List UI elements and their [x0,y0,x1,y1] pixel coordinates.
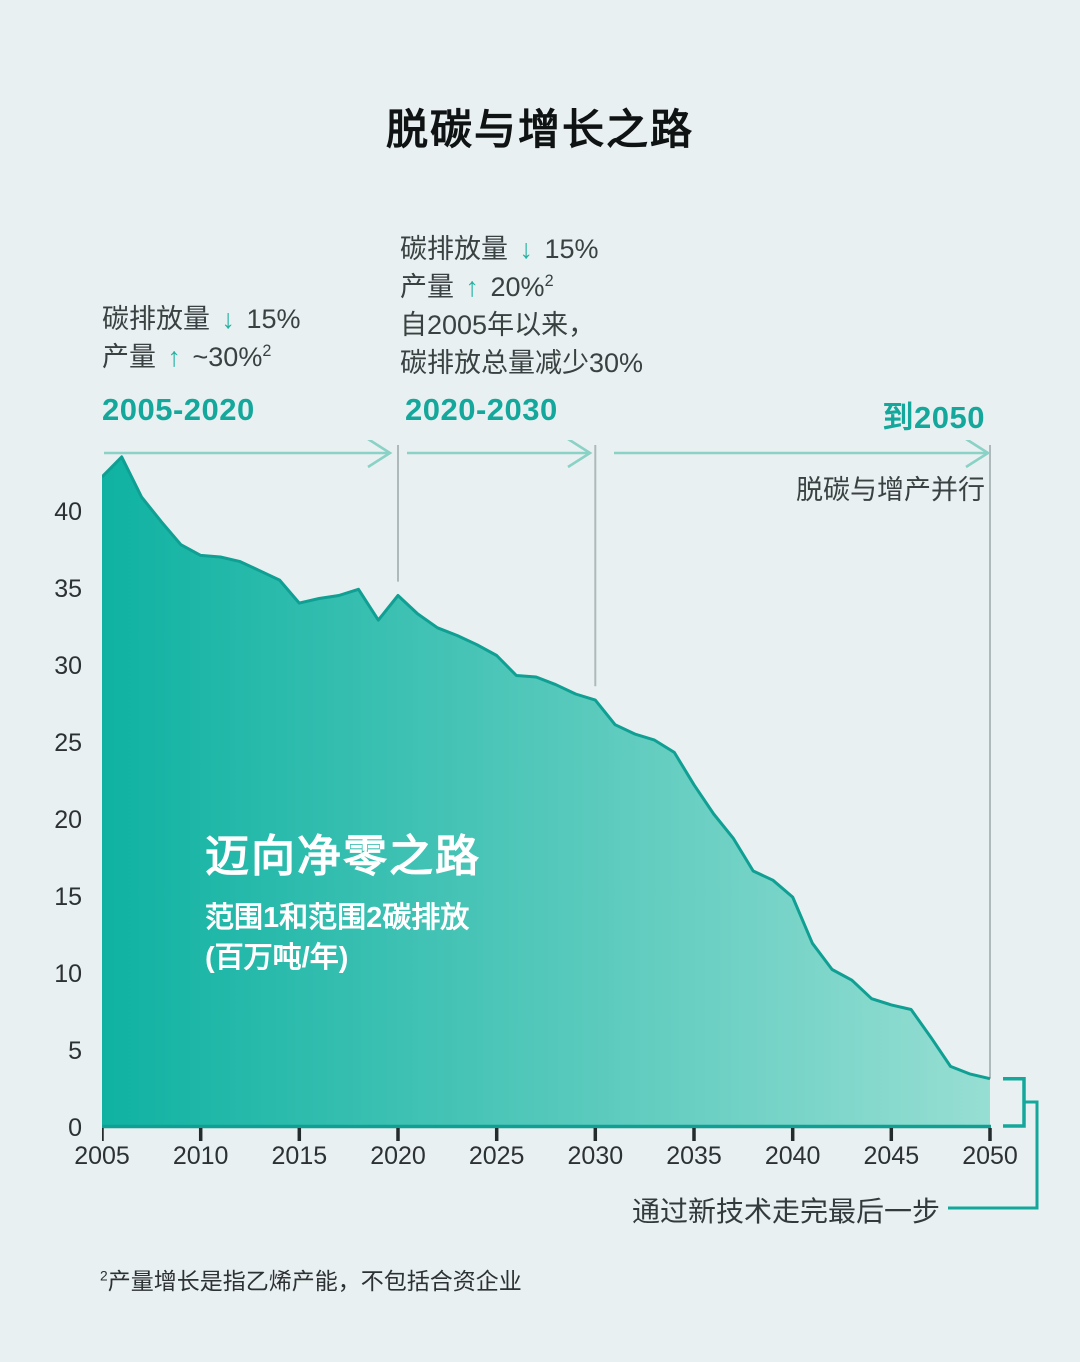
timeline-arrowhead-icon [567,437,593,469]
annotation-text: 碳排放总量减少30% [400,348,644,378]
annotation-text: 自2005年以来， [400,310,596,340]
annotation-line: 碳排放量 ↓ 15% [102,300,301,338]
y-tick-label: 30 [54,652,82,681]
decrease-arrow-icon: ↓ [221,304,236,334]
y-tick-label: 15 [54,883,82,912]
callout-connector-line [948,1100,1039,1210]
callout-label: 通过新技术走完最后一步 [631,1196,940,1227]
timeline-arrowhead-icon [367,437,393,469]
annotation-line: 自2005年以来， [400,306,643,344]
decrease-arrow-icon: ↓ [519,234,534,264]
x-tick-label: 2045 [863,1142,920,1170]
period3-label: 到2050 [882,400,985,435]
annotation-text: 碳排放量 [102,304,218,334]
chart-overlay: 迈向净零之路 范围1和范围2碳排放 (百万吨/年) [205,820,481,978]
y-tick-label: 35 [54,575,82,604]
timeline-arrowhead-icon [965,437,991,469]
x-tick-label: 2015 [271,1142,328,1170]
annotation-line: 碳排放量 ↓ 15% [400,230,643,268]
y-tick-label: 5 [68,1037,82,1066]
x-tick-label: 2005 [74,1142,130,1170]
x-tick-label: 2025 [468,1142,525,1170]
annotation-value: 15% [537,234,599,264]
overlay-unit-label: (百万吨/年) [205,942,349,974]
annotation-value: 20% [483,272,545,302]
annotation-text: 产量 [400,272,462,302]
annotation-text: 产量 [102,342,164,372]
overlay-heading: 迈向净零之路 [205,832,481,881]
increase-arrow-icon: ↑ [465,272,480,302]
annotation-value: 15% [239,304,301,334]
x-tick-label: 2035 [666,1142,722,1170]
footnote-reference: 2 [262,342,272,360]
x-tick-label: 2040 [764,1142,821,1170]
emissions-area-series [102,456,990,1128]
footnote-reference: 2 [544,272,554,290]
footnote: 2产量增长是指乙烯产能，不包括合资企业 [100,1262,522,1296]
period2-annotation: 碳排放量 ↓ 15% 产量 ↑ 20%2 自2005年以来， 碳排放总量减少30% [400,230,643,382]
x-tick-label: 2010 [172,1142,229,1170]
footnote-text: 产量增长是指乙烯产能，不包括合资企业 [107,1268,522,1294]
x-tick-label: 2030 [567,1142,624,1170]
increase-arrow-icon: ↑ [167,342,182,372]
annotation-line: 产量 ↑ ~30%2 [102,338,301,376]
y-tick-label: 40 [54,498,82,527]
x-tick-label: 2050 [962,1142,1018,1170]
y-tick-label: 0 [68,1114,82,1142]
annotation-line: 碳排放总量减少30% [400,344,643,382]
overlay-series-label: 范围1和范围2碳排放 [205,902,470,934]
annotation-text: 碳排放量 [400,234,516,264]
period3-note: 脱碳与增产并行 [796,475,985,505]
emissions-line [100,455,991,1081]
y-tick-label: 20 [54,806,82,835]
annotation-line: 产量 ↑ 20%2 [400,268,643,306]
y-tick-label: 10 [54,960,82,989]
footnote-marker: 2 [100,1268,108,1284]
period1-label: 2005-2020 [102,392,255,427]
page-title: 脱碳与增长之路 [385,106,694,153]
chart-svg [100,437,1039,1210]
period2-label: 2020-2030 [405,392,558,427]
y-tick-label: 25 [54,729,82,758]
x-tick-label: 2020 [370,1142,426,1170]
final-step-bracket [1003,1076,1026,1128]
period1-annotation: 碳排放量 ↓ 15% 产量 ↑ ~30%2 [102,300,301,376]
emissions-area-chart [100,437,1080,1235]
annotation-value: ~30% [185,342,263,372]
